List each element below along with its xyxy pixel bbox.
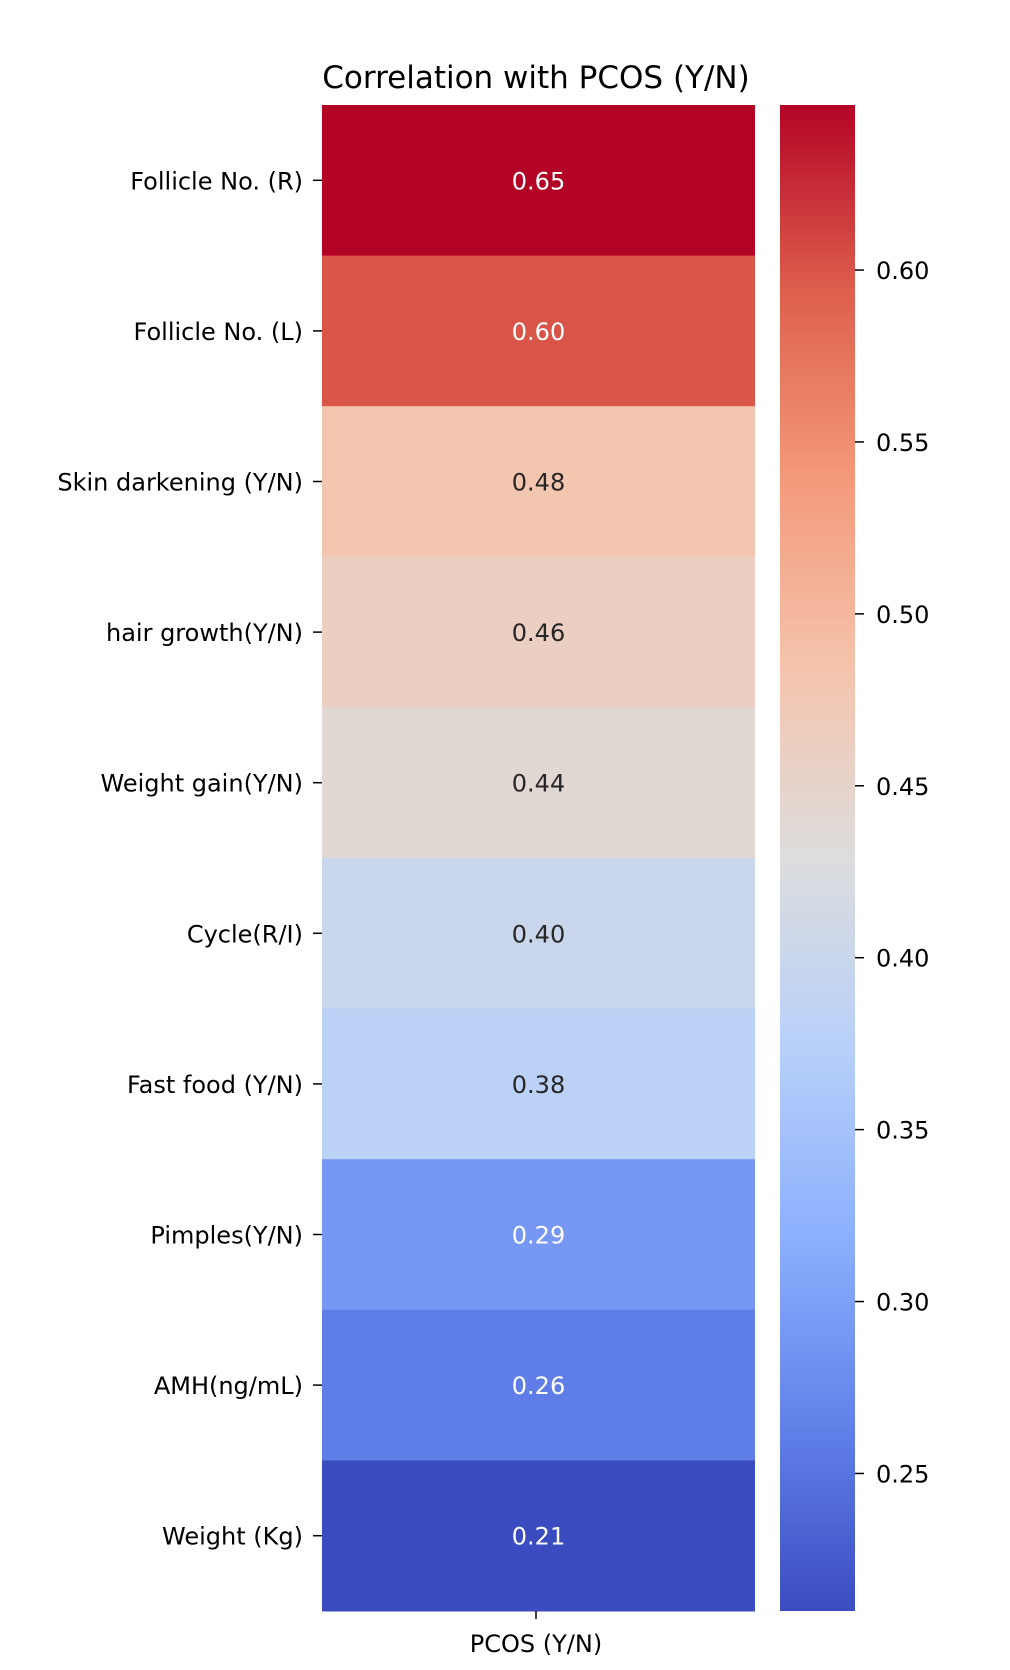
colorbar — [780, 105, 855, 1611]
colorbar-tick-label: 0.60 — [876, 257, 929, 285]
row-label: Pimples(Y/N) — [150, 1222, 303, 1250]
colorbar-ticks: 0.25 0.30 0.35 0.40 0.45 0.50 0.55 0.60 — [855, 257, 929, 1488]
heatmap-cell — [322, 858, 755, 1010]
colorbar-gradient — [780, 105, 855, 1611]
row-label: Weight gain(Y/N) — [101, 770, 304, 798]
chart-title: Correlation with PCOS (Y/N) — [322, 60, 749, 96]
row-label: AMH(ng/mL) — [154, 1372, 303, 1400]
cell-value-label: 0.26 — [512, 1372, 565, 1400]
heatmap-cell — [322, 1159, 755, 1311]
colorbar-tick-label: 0.35 — [876, 1117, 929, 1145]
row-label: Skin darkening (Y/N) — [57, 469, 303, 497]
cell-value-label: 0.21 — [512, 1523, 565, 1551]
heatmap-cell — [322, 255, 755, 407]
heatmap-cell — [322, 707, 755, 859]
heatmap-cell — [322, 406, 755, 558]
heatmap-cell — [322, 1460, 755, 1612]
colorbar-tick-label: 0.45 — [876, 773, 929, 801]
colorbar-tick-label: 0.30 — [876, 1289, 929, 1317]
row-label: Fast food (Y/N) — [127, 1071, 303, 1099]
row-label: Follicle No. (R) — [130, 167, 303, 195]
heatmap-cell — [322, 1309, 755, 1461]
cell-value-label: 0.44 — [512, 770, 565, 798]
cell-value-label: 0.29 — [512, 1222, 565, 1250]
cell-value-label: 0.40 — [512, 920, 565, 948]
heatmap-cells: 0.65 0.60 0.48 0.46 0.44 0.40 0.38 0.29 0.26 0.21 — [322, 105, 755, 1612]
row-label: hair growth(Y/N) — [106, 619, 303, 647]
cell-value-label: 0.60 — [512, 318, 565, 346]
cell-value-label: 0.48 — [512, 469, 565, 497]
colorbar-tick-label: 0.55 — [876, 429, 929, 457]
heatmap-cell — [322, 105, 755, 257]
row-label: Follicle No. (L) — [134, 318, 303, 346]
cell-value-label: 0.65 — [512, 167, 565, 195]
heatmap-cell — [322, 1008, 755, 1160]
row-label: Weight (Kg) — [162, 1523, 303, 1551]
colorbar-tick-label: 0.40 — [876, 945, 929, 973]
colorbar-tick-label: 0.25 — [876, 1460, 929, 1488]
row-label: Cycle(R/I) — [187, 920, 303, 948]
row-labels: Follicle No. (R) Follicle No. (L) Skin dar… — [57, 167, 322, 1551]
colorbar-tick-label: 0.50 — [876, 601, 929, 629]
cell-value-label: 0.46 — [512, 619, 565, 647]
heatmap-cell — [322, 556, 755, 708]
x-axis: PCOS (Y/N) — [470, 1611, 602, 1658]
x-tick-label: PCOS (Y/N) — [470, 1630, 602, 1658]
cell-value-label: 0.38 — [512, 1071, 565, 1099]
